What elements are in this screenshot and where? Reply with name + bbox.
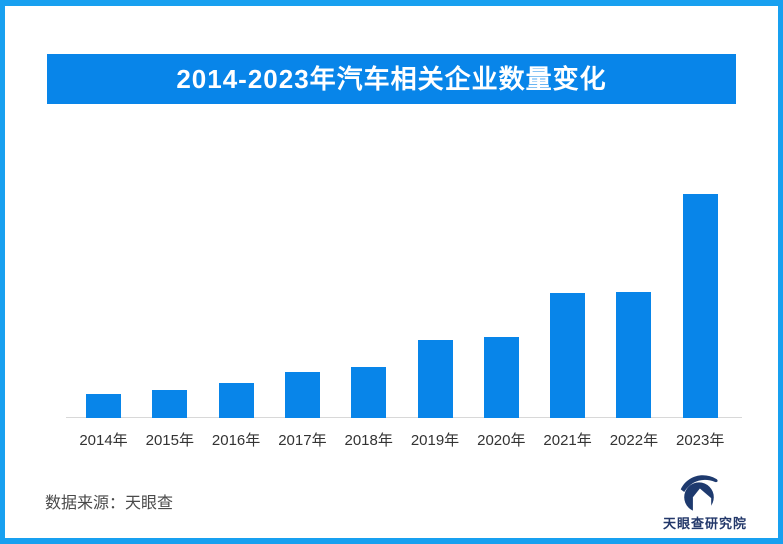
x-tick-label: 2017年 — [278, 432, 327, 449]
tianyancha-research-logo: 天眼查研究院 — [655, 472, 755, 534]
bar-2015年 — [152, 390, 188, 418]
x-tick-label: 2016年 — [211, 432, 261, 449]
bar-2023年 — [682, 194, 718, 418]
chart-title: 2014-2023年汽车相关企业数量变化 — [176, 64, 607, 94]
tianyancha-eye-logo-icon — [680, 475, 718, 512]
bar-2016年 — [218, 383, 254, 418]
x-tick-label: 2015年 — [145, 432, 194, 449]
bar-2018年 — [351, 367, 387, 418]
x-tick-label: 2018年 — [344, 432, 393, 449]
tianyancha-logo-text: 天眼查研究院 — [662, 516, 747, 531]
x-tick-label: 2019年 — [410, 432, 460, 449]
chart-title-banner: 2014-2023年汽车相关企业数量变化 — [47, 54, 736, 104]
x-tick-label: 2023年 — [676, 432, 725, 449]
bar-2022年 — [616, 292, 652, 418]
bar-2021年 — [550, 293, 586, 418]
x-tick-label: 2022年 — [609, 432, 659, 449]
bar-2019年 — [417, 340, 453, 418]
bar-2014年 — [86, 394, 121, 418]
bar-chart: 2014年 2015年 2016年 2017年 2018年 2019年 2020年 2021年… — [5, 6, 778, 538]
bar-2017年 — [284, 372, 320, 418]
x-axis-line — [66, 417, 742, 418]
bar-2020年 — [483, 337, 519, 418]
x-tick-label: 2021年 — [543, 432, 592, 449]
x-tick-label: 2014年 — [79, 432, 128, 449]
x-tick-label: 2020年 — [477, 432, 526, 449]
data-source-label: 数据来源：天眼查 — [45, 495, 174, 512]
